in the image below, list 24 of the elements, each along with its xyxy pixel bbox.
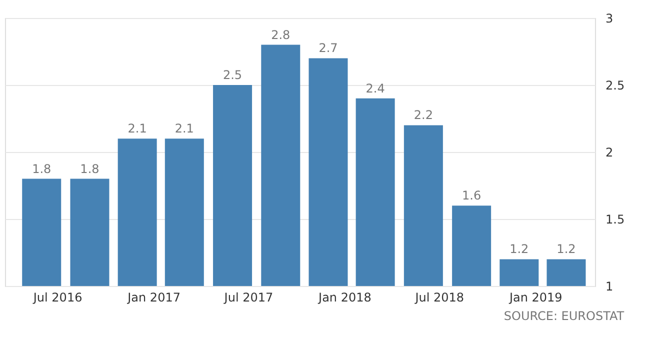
data-label: 2.7 [318, 41, 338, 56]
y-tick-label: 2.5 [606, 78, 625, 92]
data-label: 1.8 [32, 162, 52, 176]
y-tick-label: 1 [606, 280, 614, 294]
data-label: 2.5 [222, 68, 242, 82]
data-label: 2.4 [366, 81, 385, 96]
data-label: 1.8 [80, 162, 100, 176]
y-tick-label: 2 [606, 146, 614, 160]
y-tick-label: 1.5 [606, 212, 625, 226]
y-tick-label: 3 [606, 12, 614, 26]
data-label: 1.2 [510, 242, 529, 256]
data-label: 2.1 [174, 122, 194, 136]
source-note: SOURCE: EUROSTAT [504, 309, 625, 323]
x-tick-label: Jul 2018 [414, 290, 464, 304]
x-tick-label: Jul 2016 [32, 290, 82, 304]
data-label: 1.2 [556, 242, 576, 256]
data-label: 2.1 [128, 122, 147, 136]
x-tick-label: Jan 2019 [508, 290, 562, 304]
data-label: 1.6 [462, 188, 482, 203]
data-label: 2.8 [271, 28, 290, 42]
x-tick-label: Jan 2018 [318, 290, 372, 304]
x-tick-label: Jan 2017 [126, 290, 180, 304]
data-label: 2.2 [414, 108, 433, 122]
x-tick-label: Jul 2017 [223, 290, 274, 304]
